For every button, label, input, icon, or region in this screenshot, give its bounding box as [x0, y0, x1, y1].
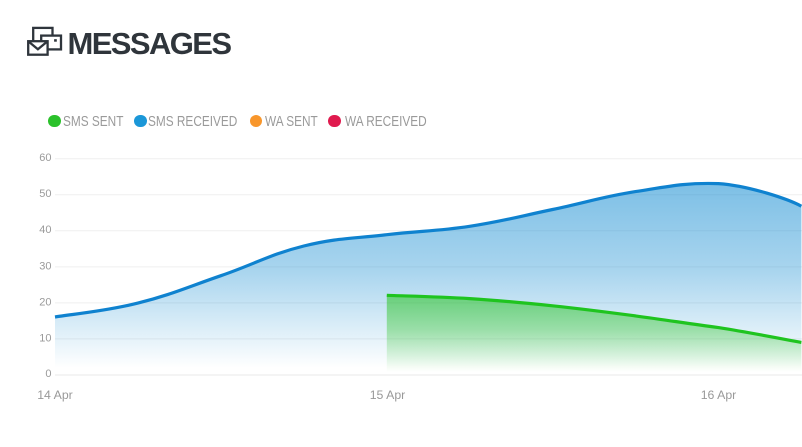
svg-text:40: 40: [39, 224, 51, 236]
svg-text:10: 10: [39, 332, 51, 344]
svg-text:60: 60: [39, 152, 51, 164]
svg-text:50: 50: [39, 188, 51, 200]
svg-text:30: 30: [39, 260, 51, 272]
svg-text:14 Apr: 14 Apr: [37, 388, 73, 402]
svg-text:0: 0: [45, 368, 51, 380]
svg-text:20: 20: [39, 296, 51, 308]
svg-text:15 Apr: 15 Apr: [370, 388, 406, 402]
svg-text:16 Apr: 16 Apr: [701, 388, 737, 402]
